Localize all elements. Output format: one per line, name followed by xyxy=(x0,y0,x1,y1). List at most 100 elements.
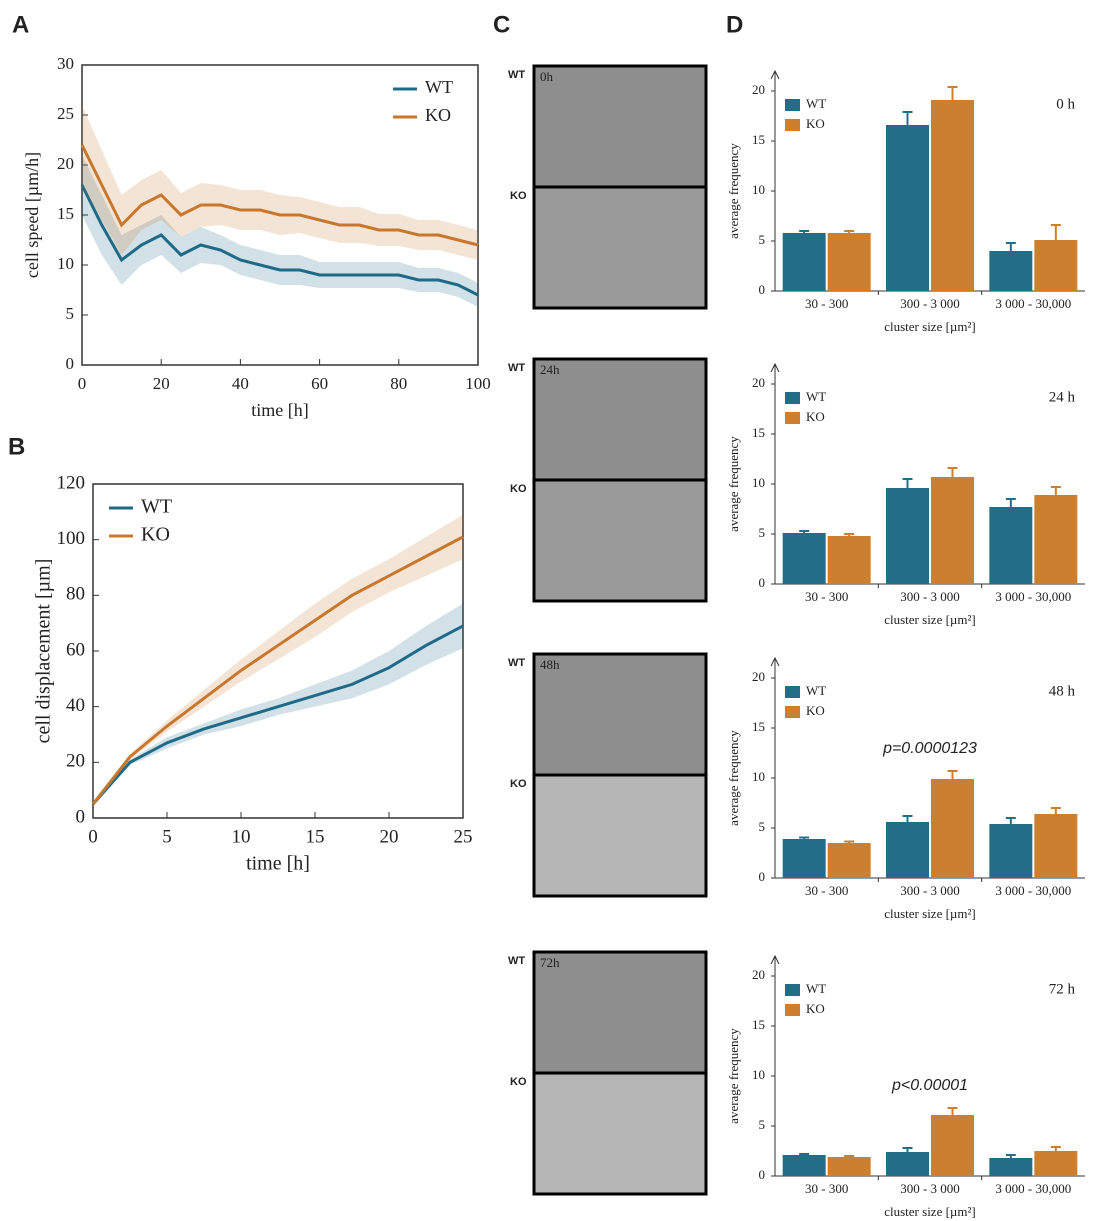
legend-label: KO xyxy=(806,703,825,718)
x-tick-label: 3 000 - 30,000 xyxy=(995,589,1071,604)
bar xyxy=(827,536,871,584)
x-tick-label: 60 xyxy=(311,374,328,393)
y-tick-label: 20 xyxy=(752,967,765,982)
x-tick-label: 0 xyxy=(78,374,87,393)
x-tick-label: 30 - 300 xyxy=(805,296,848,311)
bar xyxy=(782,233,826,291)
x-tick-label: 3 000 - 30,000 xyxy=(995,1181,1071,1196)
image-label: KO xyxy=(510,483,527,495)
time-label: 0h xyxy=(540,69,554,84)
y-tick-label: 10 xyxy=(57,254,74,273)
y-tick-label: 100 xyxy=(57,528,86,549)
x-tick-label: 100 xyxy=(465,374,491,393)
micrograph xyxy=(532,357,708,482)
y-tick-label: 60 xyxy=(66,639,85,660)
error-band xyxy=(82,155,478,307)
bar xyxy=(931,100,974,291)
bar xyxy=(989,1158,1033,1176)
legend-swatch xyxy=(785,412,800,424)
legend-label: KO xyxy=(806,409,825,424)
y-tick-label: 15 xyxy=(752,1017,765,1032)
bar xyxy=(931,779,974,878)
y-tick-label: 120 xyxy=(57,472,86,493)
y-tick-label: 5 xyxy=(66,304,75,323)
legend-label: KO xyxy=(425,105,451,125)
y-tick-label: 0 xyxy=(759,282,766,297)
x-tick-label: 80 xyxy=(390,374,407,393)
bar xyxy=(886,125,929,291)
micrograph xyxy=(532,1071,708,1196)
image-label: WT xyxy=(508,69,525,81)
bar xyxy=(827,1157,871,1176)
error-band xyxy=(82,105,478,260)
image-label: WT xyxy=(508,955,525,967)
x-tick-label: 25 xyxy=(454,826,473,847)
x-tick-label: 0 xyxy=(88,826,98,847)
bar xyxy=(931,477,974,584)
micrograph xyxy=(532,773,708,898)
panel-label: B xyxy=(8,433,25,460)
bar xyxy=(886,822,929,878)
legend-label: KO xyxy=(141,524,170,546)
y-tick-label: 10 xyxy=(752,1067,765,1082)
legend-swatch xyxy=(785,686,800,698)
y-tick-label: 10 xyxy=(752,475,765,490)
y-tick-label: 20 xyxy=(66,751,85,772)
axis-arrow xyxy=(770,362,780,373)
legend-swatch xyxy=(785,1004,800,1016)
y-tick-label: 30 xyxy=(57,54,74,73)
image-label: KO xyxy=(510,1076,527,1088)
axis-arrow xyxy=(770,954,780,965)
chart-title: 48 h xyxy=(1049,683,1076,699)
line xyxy=(91,535,464,806)
panel-label: A xyxy=(12,11,29,38)
image-label: KO xyxy=(510,778,527,790)
y-tick-label: 40 xyxy=(66,695,85,716)
legend-label: WT xyxy=(806,981,826,996)
chart-title: 24 h xyxy=(1049,389,1076,405)
bar xyxy=(827,843,871,878)
y-tick-label: 0 xyxy=(759,1167,766,1182)
legend-swatch xyxy=(785,984,800,996)
x-tick-label: 20 xyxy=(380,826,399,847)
legend-swatch xyxy=(785,119,800,131)
y-tick-label: 0 xyxy=(76,806,86,827)
legend-label: KO xyxy=(806,1001,825,1016)
bar xyxy=(989,507,1033,584)
x-axis-label: cluster size [µm²] xyxy=(884,612,976,627)
y-tick-label: 10 xyxy=(752,769,765,784)
error-band xyxy=(93,603,463,805)
y-axis-label: average frequency xyxy=(726,436,741,532)
chart-title: 72 h xyxy=(1049,981,1076,997)
y-tick-label: 80 xyxy=(66,584,85,605)
x-tick-label: 300 - 3 000 xyxy=(900,1181,960,1196)
axis-arrow xyxy=(770,656,780,667)
legend-label: WT xyxy=(806,683,826,698)
image-label: KO xyxy=(510,190,527,202)
y-tick-label: 25 xyxy=(57,104,74,123)
bar xyxy=(782,533,826,584)
x-axis-label: time [h] xyxy=(251,400,308,420)
x-tick-label: 30 - 300 xyxy=(805,589,848,604)
legend-label: WT xyxy=(425,77,453,97)
legend-swatch xyxy=(785,99,800,111)
bar xyxy=(782,839,826,878)
micrograph xyxy=(532,950,708,1075)
y-tick-label: 15 xyxy=(752,425,765,440)
chart-title: 0 h xyxy=(1056,96,1075,112)
annotation: p<0.00001 xyxy=(891,1077,968,1094)
y-tick-label: 5 xyxy=(759,232,766,247)
line xyxy=(80,144,479,247)
y-tick-label: 15 xyxy=(752,719,765,734)
y-tick-label: 5 xyxy=(759,1117,766,1132)
legend-label: KO xyxy=(806,116,825,131)
y-tick-label: 10 xyxy=(752,182,765,197)
y-tick-label: 20 xyxy=(752,375,765,390)
panel-label: D xyxy=(726,11,743,38)
time-label: 72h xyxy=(540,955,560,970)
x-tick-label: 5 xyxy=(162,826,172,847)
bar xyxy=(1034,1151,1078,1176)
x-tick-label: 15 xyxy=(306,826,325,847)
line xyxy=(91,624,464,806)
bar xyxy=(931,1115,974,1176)
